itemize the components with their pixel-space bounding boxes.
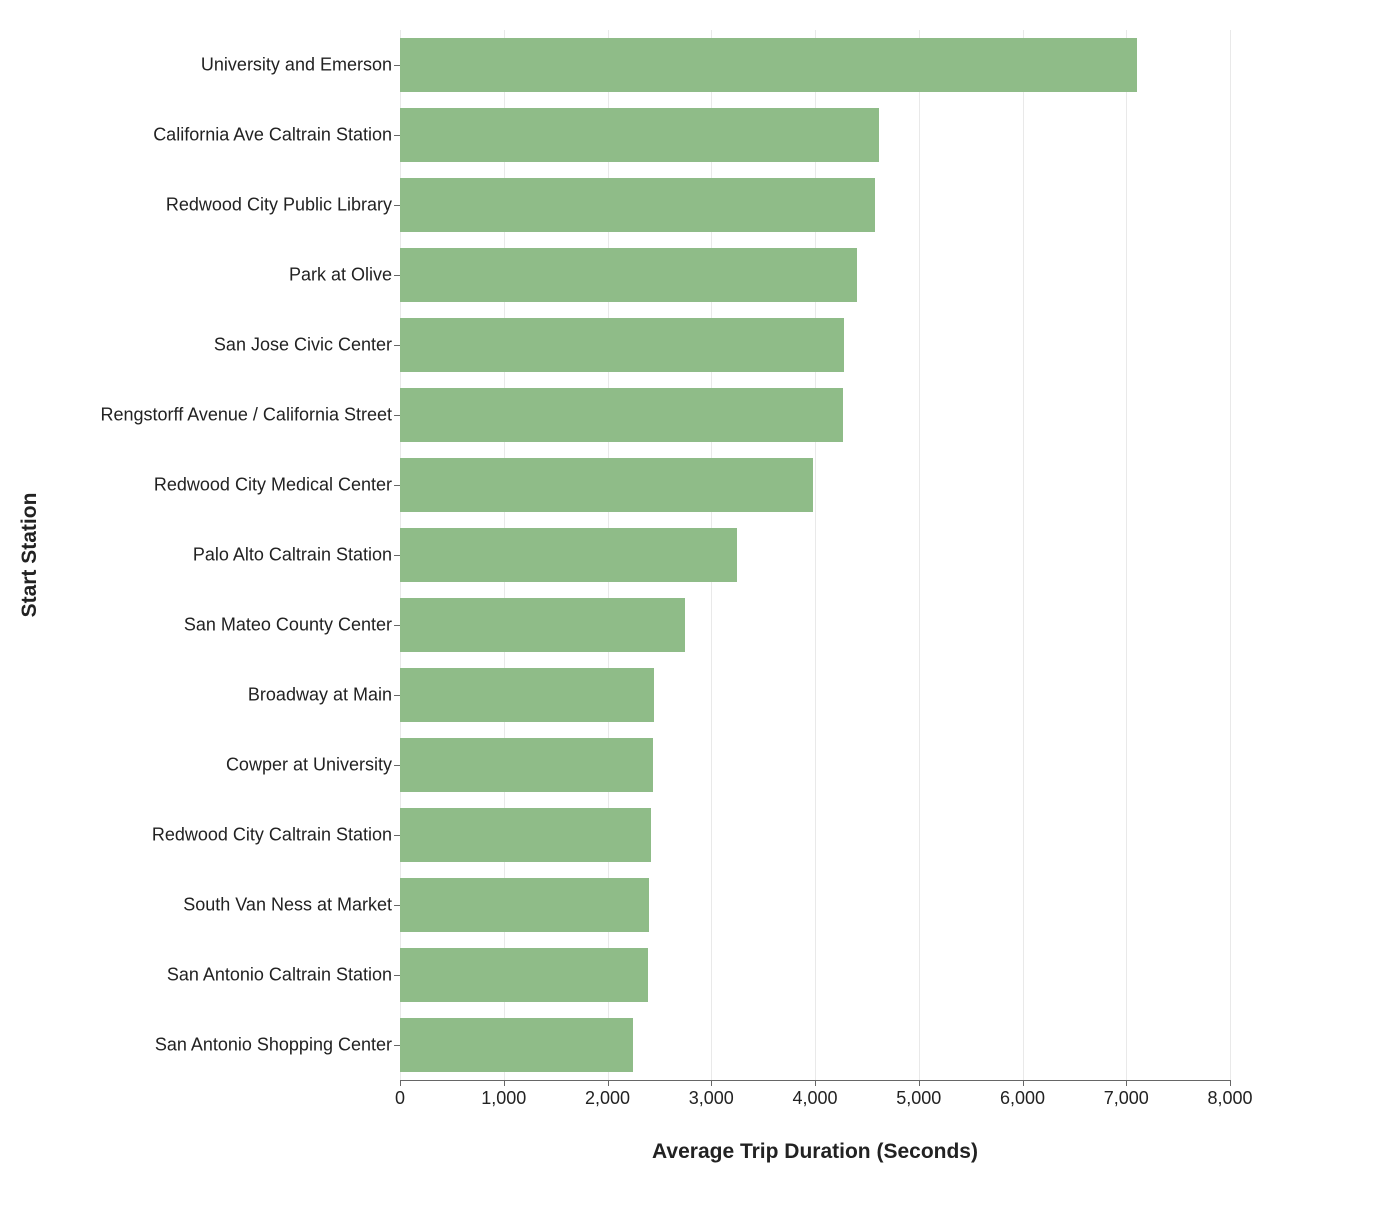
x-tick-label: 5,000: [896, 1080, 941, 1109]
x-tick-label: 8,000: [1207, 1080, 1252, 1109]
gridline: [1230, 30, 1231, 1080]
bar: [400, 108, 879, 163]
y-tick-label: Redwood City Caltrain Station: [152, 825, 400, 846]
bar: [400, 808, 651, 863]
y-tick-label: Cowper at University: [226, 755, 400, 776]
bar: [400, 388, 843, 443]
bar: [400, 318, 844, 373]
y-tick-label: San Jose Civic Center: [214, 335, 400, 356]
gridline: [1126, 30, 1127, 1080]
chart-container: Start Station 01,0002,0003,0004,0005,000…: [0, 0, 1384, 1208]
y-tick-label: South Van Ness at Market: [183, 895, 400, 916]
bar: [400, 248, 857, 303]
bar: [400, 38, 1137, 93]
bar: [400, 458, 813, 513]
y-tick-label: California Ave Caltrain Station: [153, 125, 400, 146]
bar: [400, 738, 653, 793]
x-tick-label: 4,000: [792, 1080, 837, 1109]
plot-area: 01,0002,0003,0004,0005,0006,0007,0008,00…: [400, 30, 1230, 1080]
gridline: [1023, 30, 1024, 1080]
y-tick-label: San Mateo County Center: [184, 615, 400, 636]
bar: [400, 948, 648, 1003]
bar: [400, 178, 875, 233]
y-tick-label: University and Emerson: [201, 55, 400, 76]
gridline: [919, 30, 920, 1080]
bar: [400, 598, 685, 653]
x-tick-label: 1,000: [481, 1080, 526, 1109]
y-tick-label: Redwood City Medical Center: [154, 475, 400, 496]
y-tick-label: Rengstorff Avenue / California Street: [100, 405, 400, 426]
x-tick-label: 2,000: [585, 1080, 630, 1109]
bar: [400, 668, 654, 723]
y-tick-label: Broadway at Main: [248, 685, 400, 706]
y-axis-title: Start Station: [18, 493, 42, 618]
y-tick-label: Redwood City Public Library: [166, 195, 400, 216]
x-tick-label: 3,000: [689, 1080, 734, 1109]
y-tick-label: San Antonio Shopping Center: [155, 1035, 400, 1056]
x-axis-title: Average Trip Duration (Seconds): [652, 1140, 978, 1164]
y-tick-label: Park at Olive: [289, 265, 400, 286]
x-tick-label: 0: [395, 1080, 405, 1109]
bar: [400, 878, 649, 933]
y-tick-label: Palo Alto Caltrain Station: [193, 545, 400, 566]
bar: [400, 1018, 633, 1073]
bar: [400, 528, 737, 583]
y-tick-label: San Antonio Caltrain Station: [167, 965, 400, 986]
x-tick-label: 7,000: [1104, 1080, 1149, 1109]
x-tick-label: 6,000: [1000, 1080, 1045, 1109]
